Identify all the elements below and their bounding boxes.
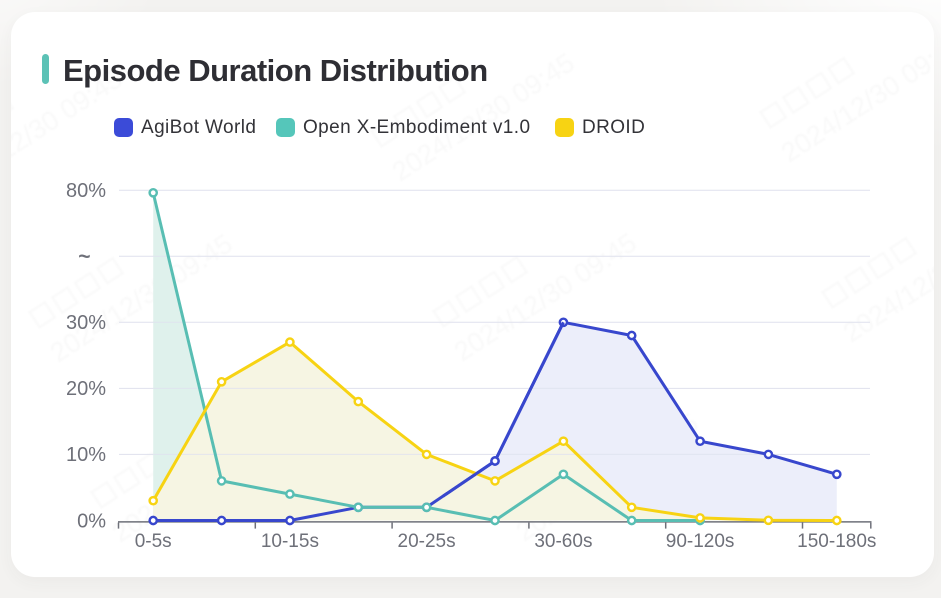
svg-text:20-25s: 20-25s — [398, 531, 456, 552]
svg-text:150-180s: 150-180s — [797, 531, 876, 552]
svg-text:30%: 30% — [66, 312, 106, 334]
svg-text:10-15s: 10-15s — [261, 531, 319, 552]
svg-text:90-120s: 90-120s — [666, 531, 735, 552]
svg-text:~: ~ — [78, 246, 90, 269]
svg-text:0-5s: 0-5s — [135, 531, 172, 552]
svg-text:10%: 10% — [66, 444, 106, 466]
svg-text:0%: 0% — [77, 510, 106, 532]
svg-text:80%: 80% — [66, 180, 106, 202]
svg-text:20%: 20% — [66, 378, 106, 400]
svg-text:2024/12/30 09:45: 2024/12/30 09:45 — [838, 208, 941, 348]
svg-text:2024/12/30 09:45: 2024/12/30 09:45 — [0, 63, 128, 203]
svg-text:30-60s: 30-60s — [534, 531, 592, 552]
svg-text:2024/12/30 09:45: 2024/12/30 09:45 — [776, 28, 941, 168]
